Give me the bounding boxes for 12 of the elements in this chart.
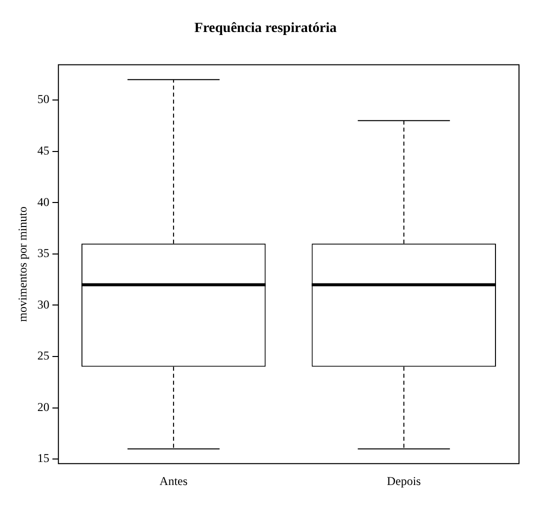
y-tick-label: 25 <box>37 348 50 363</box>
y-tick-label: 45 <box>37 144 50 158</box>
y-tick-label: 50 <box>37 92 50 106</box>
y-tick-label: 30 <box>37 297 50 312</box>
y-axis-title: movimentos por minuto <box>15 206 30 322</box>
y-tick-label: 20 <box>37 400 50 414</box>
y-tick-label: 35 <box>37 246 50 260</box>
y-tick-label: 40 <box>37 194 50 209</box>
y-tick-label: 15 <box>37 451 50 466</box>
x-tick-label: Antes <box>160 474 188 488</box>
x-tick-label: Depois <box>386 474 422 488</box>
chart-title: Frequência respiratória <box>194 21 337 36</box>
